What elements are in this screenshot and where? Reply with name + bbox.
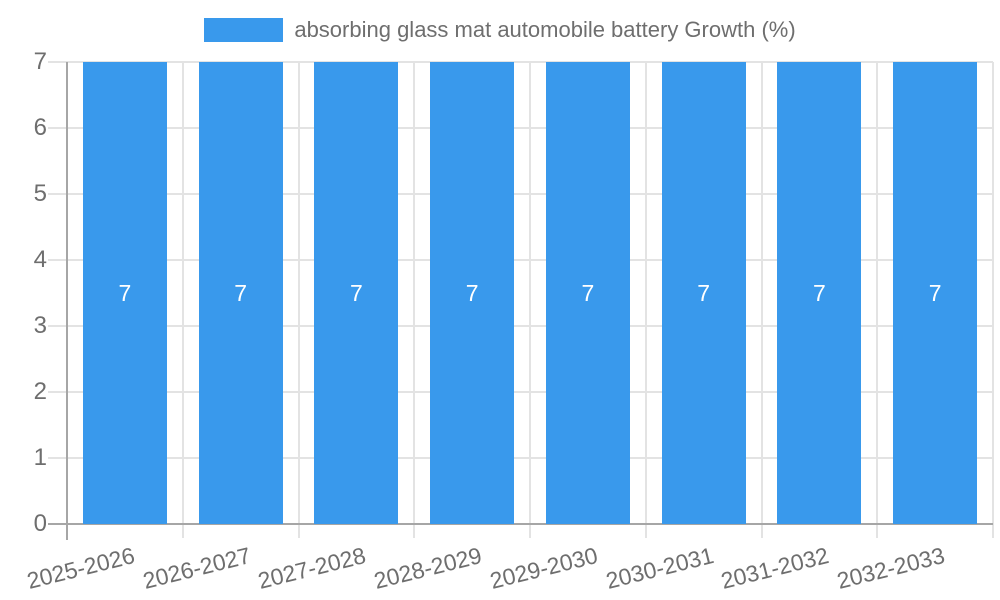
bar[interactable]: 7 [777,62,862,524]
bar-value-label: 7 [234,279,248,306]
legend[interactable]: absorbing glass mat automobile battery G… [0,17,1000,43]
bar-value-label: 7 [697,279,711,306]
gridline-vertical [181,62,184,538]
y-axis-tick-label: 0 [33,510,47,537]
gridline-horizontal [48,325,993,327]
bar[interactable]: 7 [893,62,978,524]
bar-value-label: 7 [118,279,132,306]
y-axis-tick-label: 3 [33,312,47,339]
y-axis-tick-label: 1 [33,444,47,471]
legend-label: absorbing glass mat automobile battery G… [294,17,796,42]
x-axis-tick-label: 2032-2033 [834,542,948,594]
gridline-horizontal [48,391,993,393]
x-axis-tick-label: 2029-2030 [487,542,601,594]
x-axis-tick-label: 2027-2028 [255,542,369,594]
gridline-vertical [760,62,763,538]
x-axis-tick-label: 2030-2031 [602,542,716,594]
gridline-horizontal [48,259,993,261]
gridline-vertical [529,62,531,538]
gridline-horizontal [48,127,993,129]
y-axis-tick-label: 6 [33,114,47,141]
gridline-horizontal [48,193,993,195]
x-axis-tick-label: 2028-2029 [371,542,485,594]
bar-value-label: 7 [928,279,942,306]
y-axis-tick-label: 7 [33,48,47,75]
bar-value-label: 7 [812,279,826,306]
y-axis-tick-label: 2 [33,378,47,405]
x-axis-line [48,523,993,525]
legend-swatch [204,18,284,42]
x-axis-tick-label: 2026-2027 [139,542,253,594]
bar-value-label: 7 [465,279,479,306]
bar[interactable]: 7 [82,62,167,524]
gridline-vertical [413,62,416,538]
bar[interactable]: 7 [661,62,746,524]
gridline-vertical [297,62,300,538]
x-axis-tick-label: 2025-2026 [24,542,138,594]
gridline-vertical [876,62,879,538]
bar-value-label: 7 [349,279,363,306]
bar[interactable]: 7 [430,62,515,524]
gridline-vertical [644,62,647,538]
y-axis-line [66,62,68,540]
plot-area: 0 1 2 3 4 5 6 7 7 7 7 7 7 7 7 7 2025-2026 2026-2027 2027-2… [24,48,994,594]
y-axis-tick-label: 5 [33,180,47,207]
bar[interactable]: 7 [198,62,283,524]
gridline-horizontal [48,457,993,459]
bar[interactable]: 7 [314,62,399,524]
x-axis-tick-label: 2031-2032 [718,542,832,594]
bar[interactable]: 7 [545,62,630,524]
bar-value-label: 7 [581,279,595,306]
gridline-vertical [992,62,994,538]
y-axis-tick-label: 4 [33,246,47,273]
gridline-horizontal [48,61,993,63]
